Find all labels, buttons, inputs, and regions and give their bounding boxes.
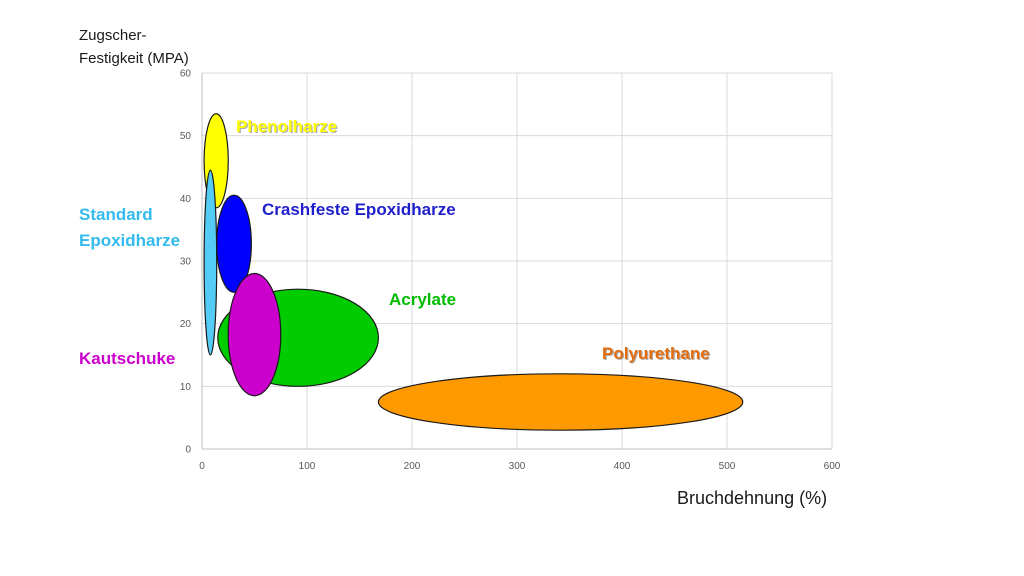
region-label-acrylate: Acrylate [389,290,456,309]
region-label-standard-epoxidharze: Epoxidharze [79,231,180,250]
x-tick-label: 500 [719,461,736,472]
x-tick-label: 300 [509,461,526,472]
region-label-crashfeste-epoxidharze: Crashfeste Epoxidharze [262,200,456,219]
y-tick-label: 60 [180,69,192,80]
region-label-shadow-phenolharze: Phenolharze [237,118,338,137]
region-label-phenolharze: Phenolharze [236,117,337,136]
y-tick-label: 40 [180,194,192,205]
region-polyurethane [377,373,744,431]
y-tick-label: 10 [180,382,192,393]
axes [201,73,832,450]
y-axis-label-line-1: Zugscher- [79,27,147,44]
y-axis-label-line-2: Festigkeit (MPA) [79,50,189,67]
y-tick-label: 50 [180,131,192,142]
x-axis-label: Bruchdehnung (%) [677,488,827,508]
region-labels: AcrylatePolyurethanePolyurethanePhenolha… [79,117,711,368]
x-tick-labels: 0 100 200 300 400 500 600 [199,461,841,472]
region-label-shadow-polyurethane: Polyurethane [603,345,711,364]
y-tick-label: 0 [185,445,191,456]
region-kautschuke [227,272,282,397]
x-tick-label: 100 [299,461,316,472]
region-standard-epoxidharze [203,169,218,356]
y-tick-label: 30 [180,257,192,268]
region-label-kautschuke: Kautschuke [79,349,175,368]
y-tick-label: 20 [180,319,192,330]
y-tick-labels: 0 10 20 30 40 50 60 [180,69,192,456]
x-tick-label: 0 [199,461,205,472]
region-label-standard-epoxidharze: Standard [79,205,153,224]
x-tick-label: 600 [824,461,841,472]
region-label-polyurethane: Polyurethane [602,344,710,363]
x-tick-label: 200 [404,461,421,472]
x-tick-label: 400 [614,461,631,472]
data-regions [203,113,744,431]
